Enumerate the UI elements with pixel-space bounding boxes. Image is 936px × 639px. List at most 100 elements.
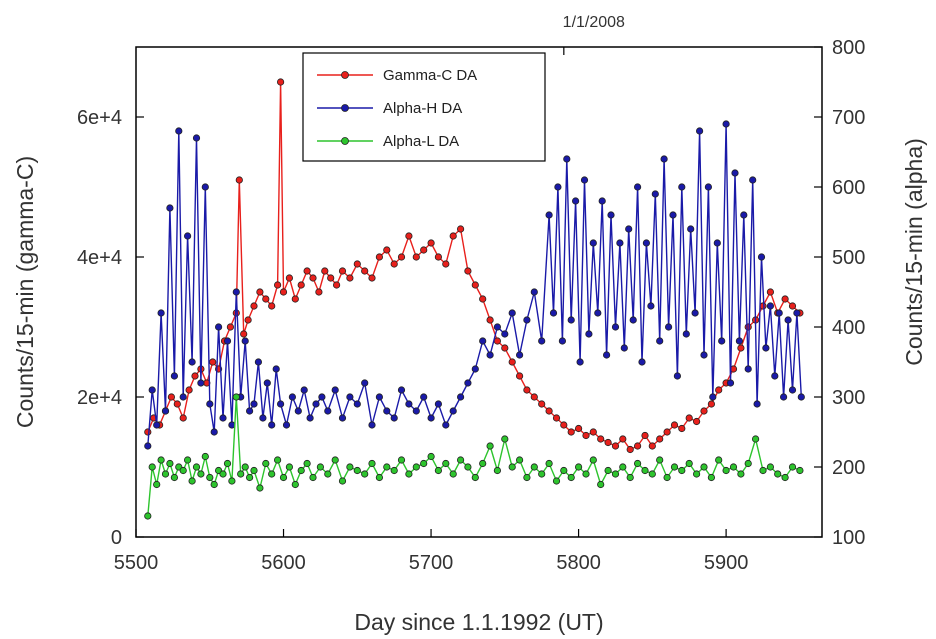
- data-point: [148, 463, 156, 471]
- data-point: [737, 470, 745, 478]
- data-point: [368, 421, 376, 429]
- data-point: [223, 337, 232, 345]
- data-point: [508, 463, 516, 471]
- data-point: [254, 358, 262, 366]
- data-point: [726, 379, 735, 387]
- data-point: [279, 288, 288, 296]
- data-point: [641, 466, 649, 475]
- data-point: [397, 456, 406, 464]
- data-point: [774, 470, 782, 478]
- data-point: [788, 386, 797, 394]
- data-point: [471, 281, 479, 289]
- data-point: [434, 253, 442, 261]
- data-point: [656, 456, 664, 464]
- data-point: [545, 211, 553, 219]
- data-point: [235, 176, 243, 184]
- data-point: [166, 204, 174, 212]
- data-point: [276, 78, 285, 86]
- data-point: [309, 473, 317, 482]
- y-right-tick-label: 600: [832, 177, 865, 199]
- data-point: [188, 358, 196, 366]
- data-point: [215, 323, 223, 331]
- data-point: [781, 473, 789, 482]
- data-point: [397, 386, 406, 394]
- data-point: [549, 309, 558, 317]
- data-point: [201, 452, 209, 461]
- data-point: [331, 456, 339, 464]
- data-point: [170, 372, 178, 380]
- data-point: [250, 400, 258, 408]
- data-point: [493, 466, 501, 475]
- data-point: [288, 393, 296, 401]
- legend-entry: Alpha-L DA: [317, 133, 459, 150]
- data-point: [687, 225, 695, 233]
- data-point: [692, 417, 701, 426]
- data-point: [456, 393, 465, 401]
- data-point: [722, 466, 730, 475]
- data-point: [228, 477, 236, 485]
- data-point: [669, 211, 677, 219]
- data-point: [161, 407, 170, 415]
- data-point: [397, 253, 406, 261]
- data-point: [737, 344, 745, 352]
- data-point: [629, 316, 637, 324]
- data-point: [273, 456, 282, 464]
- data-point: [766, 288, 775, 296]
- data-point: [346, 274, 354, 282]
- data-point: [303, 267, 311, 275]
- data-point: [759, 466, 767, 475]
- series-0: [144, 78, 804, 454]
- data-point: [751, 435, 760, 443]
- data-point: [515, 351, 524, 359]
- data-point: [383, 463, 391, 471]
- data-point: [240, 330, 248, 338]
- data-point: [291, 480, 299, 489]
- data-point: [173, 400, 181, 408]
- data-point: [471, 473, 479, 482]
- data-point: [508, 309, 516, 317]
- data-point: [361, 379, 369, 387]
- data-point: [486, 316, 494, 324]
- data-point: [598, 197, 606, 205]
- legend-swatch-marker: [341, 71, 349, 79]
- data-point: [434, 400, 442, 408]
- data-point: [273, 281, 282, 289]
- data-point: [148, 386, 156, 394]
- data-point: [324, 407, 332, 415]
- data-point: [493, 337, 501, 345]
- data-point: [493, 323, 501, 331]
- data-point: [256, 288, 264, 296]
- data-point: [321, 267, 329, 275]
- data-point: [338, 477, 347, 485]
- data-point: [735, 337, 744, 345]
- data-point: [191, 372, 199, 380]
- data-point: [607, 211, 615, 219]
- data-point: [175, 127, 183, 135]
- y-axis-left-title: Counts/15-min (gamma-C): [12, 156, 38, 428]
- data-point: [709, 393, 717, 401]
- series-1: [144, 120, 805, 450]
- data-point: [523, 386, 531, 394]
- y-left-tick-label: 0: [111, 527, 122, 549]
- data-point: [153, 421, 161, 429]
- data-point: [633, 183, 642, 191]
- x-axis-title: Day since 1.1.1992 (UT): [354, 609, 603, 635]
- data-point: [707, 473, 716, 482]
- data-point: [244, 316, 252, 324]
- x-tick-label: 5500: [114, 552, 159, 574]
- data-point: [695, 127, 704, 135]
- x-tick-label: 5700: [409, 552, 454, 574]
- data-point: [744, 323, 752, 331]
- data-point: [272, 365, 280, 373]
- data-point: [611, 323, 620, 331]
- data-point: [545, 407, 553, 415]
- data-point: [309, 274, 317, 282]
- data-point: [626, 473, 634, 482]
- y-left-tick-label: 2e+4: [77, 387, 122, 409]
- data-point: [197, 470, 205, 478]
- data-point: [306, 414, 314, 422]
- data-point: [567, 316, 575, 324]
- data-point: [604, 438, 612, 447]
- data-point: [291, 295, 299, 303]
- data-point: [464, 379, 472, 387]
